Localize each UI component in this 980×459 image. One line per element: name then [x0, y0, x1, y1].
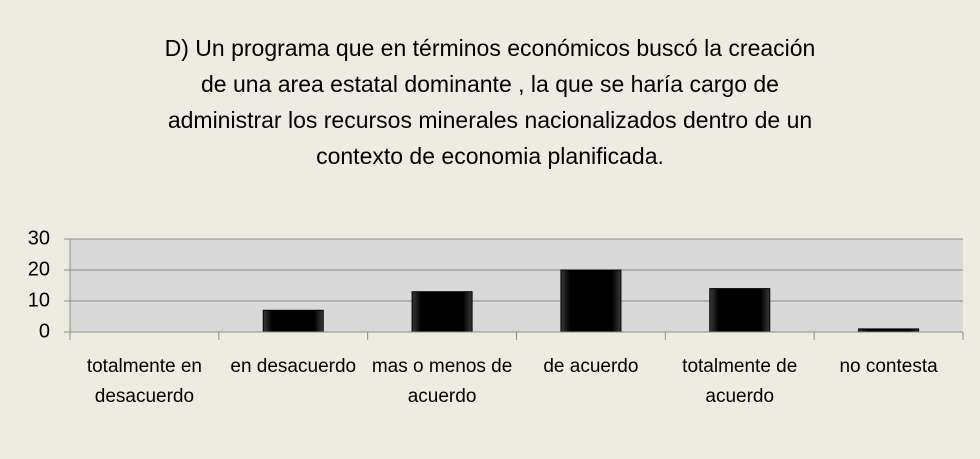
y-tick-label: 30 — [28, 227, 50, 249]
y-tick-label: 10 — [28, 289, 50, 311]
bar — [411, 291, 473, 333]
x-tick-label: en desacuerdo — [230, 356, 357, 377]
chart-title: D) Un programa que en términos económico… — [164, 35, 816, 169]
y-tick-label: 0 — [39, 320, 50, 342]
x-tick-label: totalmente de acuerdo — [682, 356, 798, 407]
x-tick-label: totalmente en desacuerdo — [86, 356, 202, 407]
plot-area — [70, 239, 963, 332]
bar — [262, 309, 324, 333]
x-tick-label: de acuerdo — [543, 356, 639, 377]
bar — [560, 269, 622, 333]
x-tick-label: no contesta — [839, 356, 938, 377]
y-tick-label: 20 — [28, 258, 50, 280]
x-tick-label: mas o menos de acuerdo — [371, 356, 513, 407]
bar — [709, 288, 771, 333]
